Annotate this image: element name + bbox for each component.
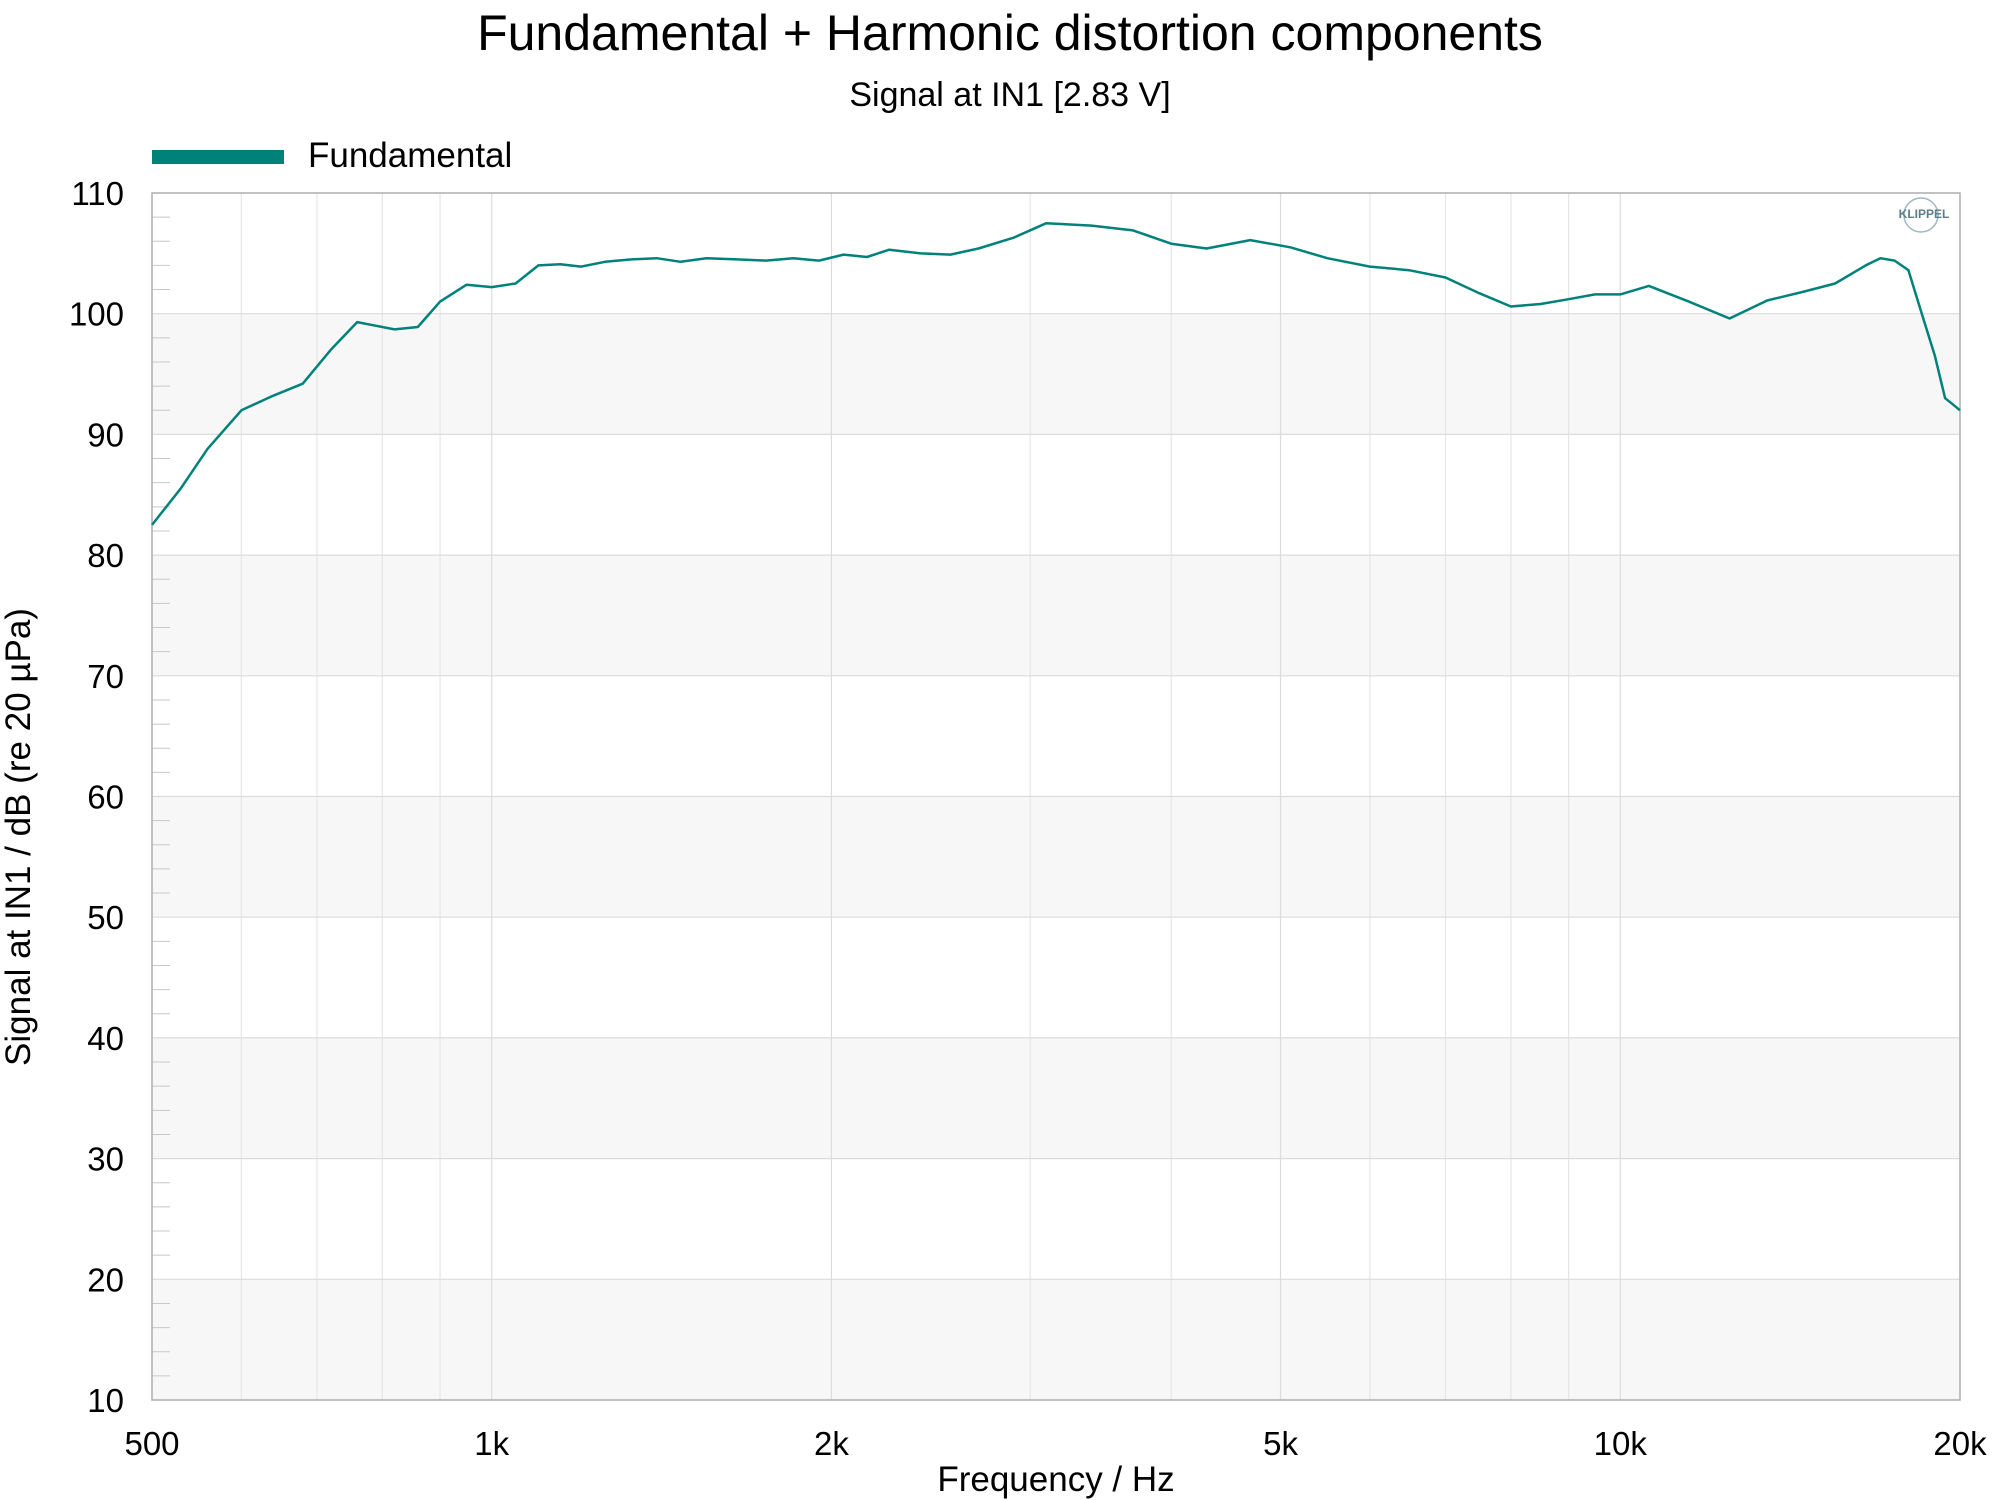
x-tick-label: 20k <box>1933 1425 1987 1462</box>
klippel-logo-mark <box>1903 197 1939 233</box>
grid-band <box>152 555 1960 676</box>
y-minor-ticks <box>152 216 170 1377</box>
y-tick-label: 20 <box>87 1261 124 1298</box>
chart-subtitle: Signal at IN1 [2.83 V] <box>849 76 1170 114</box>
plot-area <box>151 192 1961 1401</box>
y-tick-label: 50 <box>87 899 124 936</box>
klippel-logo: KLIPPEL <box>1899 197 1950 233</box>
legend-swatch <box>152 150 284 164</box>
x-tick-label: 2k <box>814 1425 849 1462</box>
x-tick-label: 5k <box>1263 1425 1298 1462</box>
klippel-logo-text: KLIPPEL <box>1899 207 1950 221</box>
legend-label: Fundamental <box>308 136 512 175</box>
y-axis-label: Signal at IN1 / dB (re 20 µPa) <box>0 608 38 1066</box>
grid-band <box>152 313 1960 435</box>
grid-band <box>152 1279 1960 1400</box>
x-tick-label: 1k <box>474 1425 509 1462</box>
y-tick-label: 60 <box>87 779 124 816</box>
grid-band <box>152 796 1960 918</box>
y-tick-label: 80 <box>87 537 124 574</box>
y-tick-label: 10 <box>87 1382 124 1419</box>
series-line-fundamental <box>151 221 1961 526</box>
y-tick-label: 70 <box>87 658 124 695</box>
y-tick-label: 30 <box>87 1141 124 1178</box>
y-tick-label: 40 <box>87 1020 124 1057</box>
y-axis-ticks: 110 100 90 80 70 60 50 40 30 20 10 <box>69 175 124 1419</box>
x-axis-label: Frequency / Hz <box>937 1460 1174 1499</box>
y-tick-label: 90 <box>87 416 124 453</box>
grid-band <box>152 1037 1960 1159</box>
x-tick-label: 500 <box>124 1425 179 1462</box>
y-tick-label: 110 <box>71 175 124 212</box>
legend: Fundamental <box>152 136 512 175</box>
chart-title: Fundamental + Harmonic distortion compon… <box>477 5 1543 61</box>
alternating-bands <box>152 313 1960 1400</box>
y-tick-label: 100 <box>69 296 124 333</box>
plot-border <box>151 192 1961 1401</box>
x-tick-label: 10k <box>1594 1425 1648 1462</box>
x-axis-ticks: 500 1k 2k 5k 10k 20k <box>124 1425 1987 1462</box>
